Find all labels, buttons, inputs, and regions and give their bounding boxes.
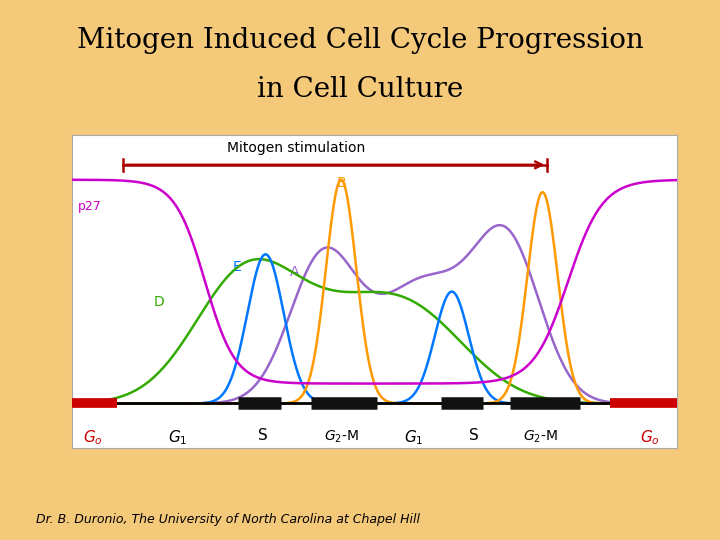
Text: Dr. B. Duronio, The University of North Carolina at Chapel Hill: Dr. B. Duronio, The University of North …	[36, 514, 420, 526]
Text: A: A	[289, 265, 300, 279]
Text: $G_1$: $G_1$	[404, 428, 423, 447]
Text: Mitogen Induced Cell Cycle Progression: Mitogen Induced Cell Cycle Progression	[76, 27, 644, 54]
Text: in Cell Culture: in Cell Culture	[257, 76, 463, 103]
Text: S: S	[469, 428, 479, 443]
Text: $G_o$: $G_o$	[84, 428, 103, 447]
Text: $G_o$: $G_o$	[639, 428, 660, 447]
Text: p27: p27	[78, 200, 102, 213]
Text: D: D	[153, 295, 164, 309]
Text: B: B	[336, 176, 346, 190]
Text: E: E	[233, 260, 241, 274]
Text: $G_2$-M: $G_2$-M	[324, 428, 359, 445]
Text: S: S	[258, 428, 267, 443]
Text: Mitogen stimulation: Mitogen stimulation	[227, 141, 365, 155]
Text: $G_1$: $G_1$	[168, 428, 188, 447]
Text: $G_2$-M: $G_2$-M	[523, 428, 558, 445]
